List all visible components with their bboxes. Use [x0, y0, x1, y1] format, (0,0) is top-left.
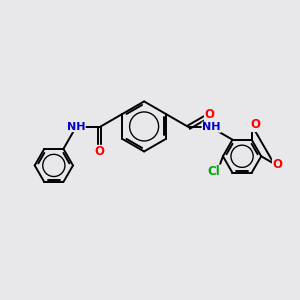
Text: O: O: [205, 108, 214, 121]
Text: NH: NH: [202, 122, 221, 132]
Text: O: O: [250, 118, 260, 131]
Text: NH: NH: [67, 122, 85, 132]
Text: O: O: [94, 146, 104, 158]
Text: O: O: [272, 158, 283, 171]
Text: Cl: Cl: [208, 165, 220, 178]
